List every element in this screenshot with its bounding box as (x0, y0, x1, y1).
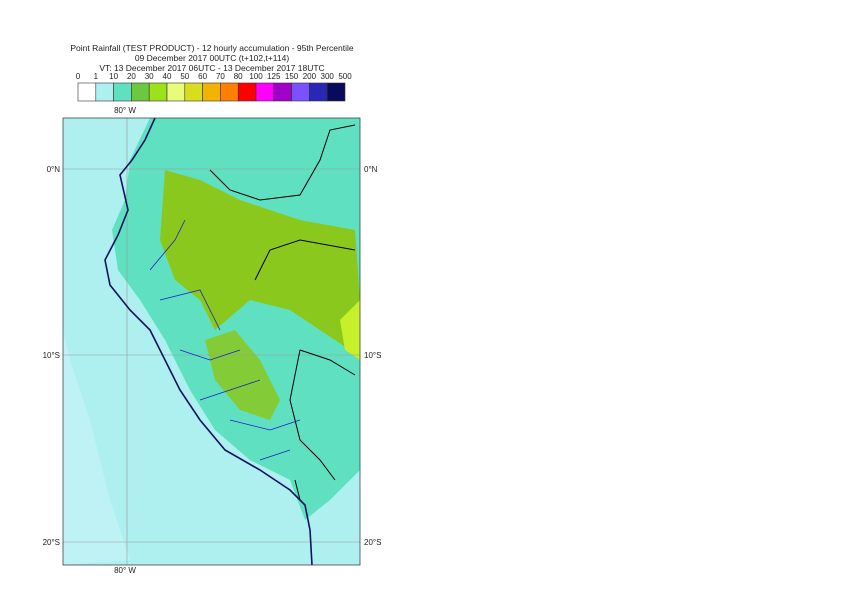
legend-label: 300 (321, 72, 335, 81)
legend-swatch (95, 82, 114, 102)
legend-swatch (113, 82, 132, 102)
legend-label: 500 (338, 72, 352, 81)
lat-label: 10°S (43, 351, 60, 360)
legend-swatch (131, 82, 150, 102)
legend-label: 60 (198, 72, 207, 81)
legend-swatch (291, 82, 310, 102)
legend-label: 20 (127, 72, 136, 81)
legend-swatch (184, 82, 203, 102)
legend-swatch (326, 82, 346, 102)
legend-label: 40 (163, 72, 172, 81)
legend-swatch (220, 82, 239, 102)
legend-label: 80 (234, 72, 243, 81)
legend-label: 0 (76, 72, 81, 81)
title-line: Point Rainfall (TEST PRODUCT) - 12 hourl… (70, 43, 354, 53)
legend-label: 200 (303, 72, 317, 81)
lat-label: 0°N (364, 165, 378, 174)
title-line: 09 December 2017 00UTC (t+102,t+114) (135, 53, 290, 63)
legend-label: 30 (145, 72, 154, 81)
lat-label: 10°S (364, 351, 381, 360)
legend-swatch (202, 82, 221, 102)
lon-label: 80° W (114, 566, 136, 575)
rain-field (160, 170, 360, 350)
legend-label: 150 (285, 72, 299, 81)
rain-field (63, 330, 130, 565)
legend-label: 10 (109, 72, 118, 81)
legend-swatch (77, 82, 97, 102)
legend-label: 70 (216, 72, 225, 81)
lat-label: 0°N (47, 165, 61, 174)
legend-swatch (309, 82, 328, 102)
legend-label: 1 (94, 72, 99, 81)
legend-swatch (273, 82, 292, 102)
legend-label: 100 (249, 72, 263, 81)
lat-label: 20°S (43, 538, 60, 547)
legend-swatch (148, 82, 168, 102)
legend-swatch (166, 82, 186, 102)
rain-field (340, 300, 360, 360)
legend-label: 125 (267, 72, 281, 81)
rain-field (205, 330, 280, 420)
lat-label: 20°S (364, 538, 381, 547)
legend-swatch (237, 82, 257, 102)
title-line: VT: 13 December 2017 06UTC - 13 December… (99, 63, 324, 73)
legend-label: 50 (180, 72, 189, 81)
legend-swatch (255, 82, 275, 102)
map: 80° W 80° W 0°N 0°N 10°S 10°S 20°S 20°S (43, 106, 382, 575)
legend: 0 1 10 20 30 40 50 60 70 80 100 125 150 200 300 500 (76, 72, 352, 102)
lon-label: 80° W (114, 106, 136, 115)
